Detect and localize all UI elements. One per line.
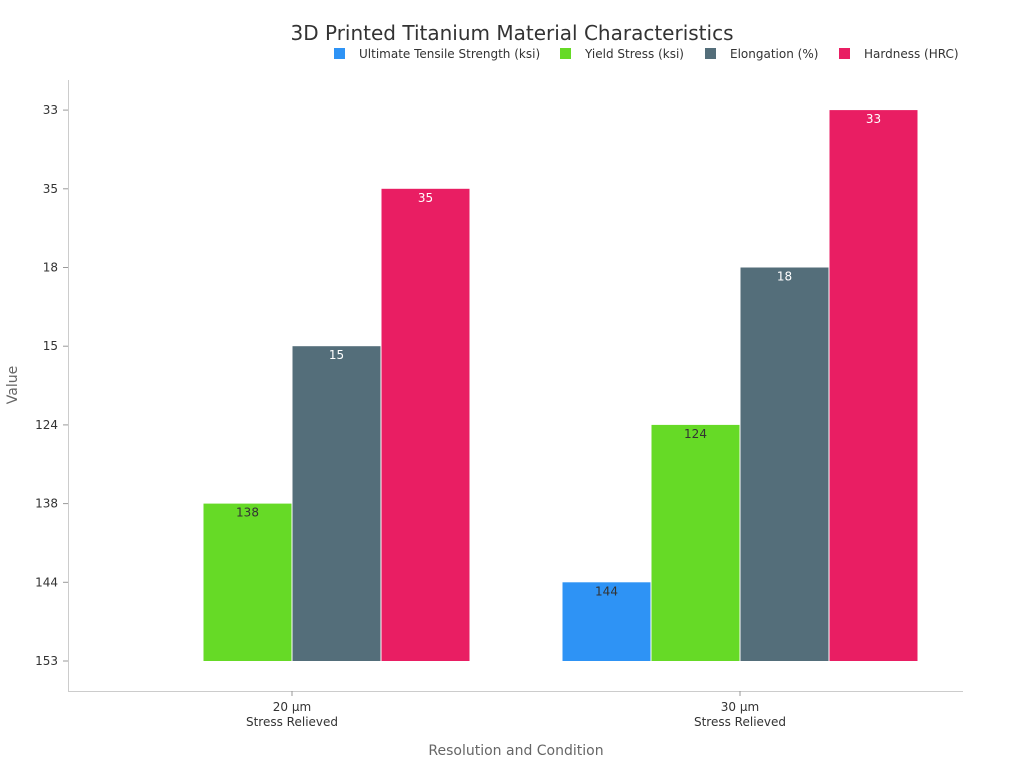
y-tick-label: 33 — [43, 103, 58, 117]
bar-data-label: 15 — [329, 348, 344, 362]
x-tick-label: 20 µm — [273, 700, 311, 714]
legend-label: Hardness (HRC) — [864, 47, 959, 61]
legend-label: Ultimate Tensile Strength (ksi) — [359, 47, 540, 61]
x-tick-label: Stress Relieved — [694, 715, 786, 729]
y-tick-label: 138 — [35, 497, 58, 511]
y-tick-label: 153 — [35, 654, 58, 668]
legend-swatch — [705, 48, 716, 59]
legend: Ultimate Tensile Strength (ksi) Yield Str… — [334, 47, 959, 61]
legend-item[interactable]: Hardness (HRC) — [839, 47, 959, 61]
bar — [292, 346, 381, 661]
x-tick-label: Stress Relieved — [246, 715, 338, 729]
legend-swatch — [334, 48, 345, 59]
legend-label: Elongation (%) — [730, 47, 818, 61]
bar — [740, 267, 829, 661]
y-tick-label: 124 — [35, 418, 58, 432]
bar-data-label: 35 — [418, 191, 433, 205]
y-tick-label: 144 — [35, 575, 58, 589]
x-axis-label: Resolution and Condition — [428, 743, 603, 759]
bar-data-label: 138 — [236, 506, 259, 520]
legend-item[interactable]: Ultimate Tensile Strength (ksi) — [334, 47, 540, 61]
legend-item[interactable]: Yield Stress (ksi) — [560, 47, 684, 61]
legend-item[interactable]: Elongation (%) — [705, 47, 818, 61]
chart-title: 3D Printed Titanium Material Characteris… — [291, 21, 734, 45]
y-axis-label: Value — [5, 366, 21, 404]
legend-swatch — [560, 48, 571, 59]
bar-data-label: 144 — [595, 584, 618, 598]
y-axis-ticks: 153 144 138 124 15 18 35 33 — [35, 103, 68, 668]
bar — [829, 110, 918, 662]
x-tick-label: 30 µm — [721, 700, 759, 714]
bar — [203, 503, 292, 661]
bar-data-label: 18 — [777, 270, 792, 284]
bar-data-label: 33 — [866, 112, 881, 126]
bar — [651, 424, 740, 661]
bar — [381, 188, 470, 662]
bars: 138 15 35 144 124 18 33 — [203, 110, 918, 662]
y-tick-label: 15 — [43, 339, 58, 353]
legend-label: Yield Stress (ksi) — [584, 47, 684, 61]
bar — [562, 582, 651, 661]
bar-data-label: 124 — [684, 427, 707, 441]
y-tick-label: 35 — [43, 182, 58, 196]
y-tick-label: 18 — [43, 261, 58, 275]
legend-swatch — [839, 48, 850, 59]
